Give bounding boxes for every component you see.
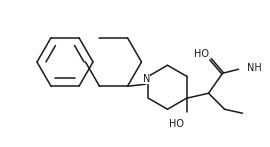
Text: N: N: [143, 74, 150, 84]
Text: HO: HO: [169, 119, 184, 129]
Text: NH: NH: [247, 63, 261, 73]
Text: HO: HO: [194, 49, 209, 59]
